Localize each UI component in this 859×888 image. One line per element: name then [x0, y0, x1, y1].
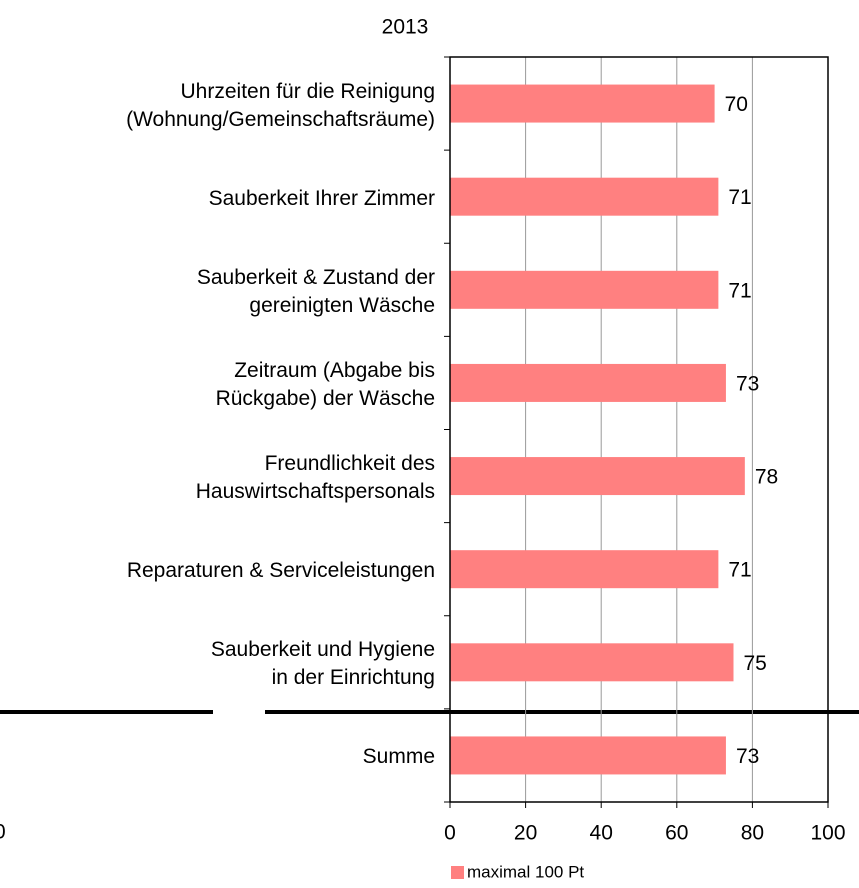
y-tick-label: Uhrzeiten für die Reinigung (Wohnung/Gem…	[126, 79, 435, 131]
y-tick-label: Sauberkeit & Zustand der gereinigten Wäs…	[196, 265, 435, 317]
x-tick-label: 80	[741, 822, 764, 845]
legend-swatch	[451, 866, 464, 879]
x-tick-label: 0	[444, 822, 456, 845]
plot-border	[449, 56, 829, 803]
value-label: 71	[728, 279, 751, 302]
value-label: 75	[744, 652, 767, 675]
y-tick-label: Reparaturen & Serviceleistungen	[126, 559, 435, 583]
y-tick-label: Sauberkeit und Hygiene in der Einrichtun…	[210, 638, 435, 690]
y-tick-label: Freundlichkeit des Hauswirtschaftsperson…	[195, 452, 435, 504]
value-label: 73	[736, 372, 759, 395]
legend-label: maximal 100 Pt	[467, 862, 584, 881]
value-label: 70	[725, 93, 748, 116]
bar	[450, 550, 719, 589]
y-tick-label: Zeitraum (Abgabe bis Rückgabe) der Wäsch…	[215, 358, 435, 410]
bar	[450, 177, 719, 216]
value-label: 78	[755, 466, 778, 489]
annotation: 0	[0, 821, 6, 844]
y-tick-label: Summe	[362, 745, 435, 769]
bar	[450, 736, 726, 775]
y-tick-label: Sauberkeit Ihrer Zimmer	[208, 186, 435, 210]
value-label: 71	[728, 559, 751, 582]
value-label: 73	[736, 745, 759, 768]
bar	[450, 363, 726, 402]
bar	[450, 457, 745, 496]
x-tick-label: 20	[514, 822, 537, 845]
bar	[450, 270, 719, 309]
value-label: 71	[728, 186, 751, 209]
x-tick-label: 100	[810, 822, 845, 845]
bar	[450, 84, 715, 123]
x-tick-label: 40	[590, 822, 613, 845]
bar	[450, 643, 734, 682]
chart-title: 2013	[382, 16, 429, 39]
x-tick-label: 60	[665, 822, 688, 845]
